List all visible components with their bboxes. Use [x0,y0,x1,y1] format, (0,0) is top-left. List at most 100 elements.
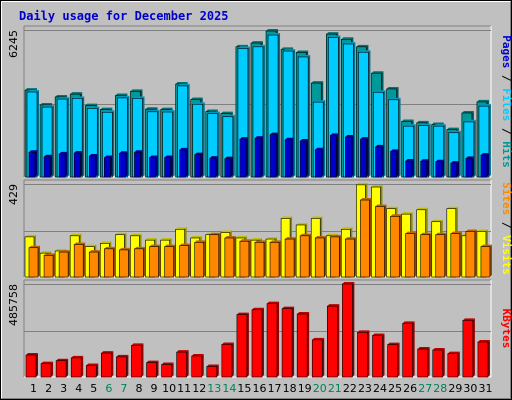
bar-pages-day-18-top [285,137,294,140]
bar-pages-day-21 [329,133,339,178]
bar-kbytes-day-17-top [267,301,280,304]
bar-files-day-22-top [343,42,356,45]
bar-sites-day-18-side [294,237,297,277]
bar-kbytes-day-23-face [357,332,368,378]
bar-pages-day-3 [58,151,68,178]
bar-pages-day-11-top [179,147,188,150]
bar-files-day-7 [117,95,130,178]
bar-pages-day-1-face [28,151,36,178]
bar-sites-day-23 [360,198,372,278]
bar-kbytes-day-21-top [327,304,340,307]
bar-sites-day-18 [284,237,297,278]
bar-kbytes-day-26 [402,321,415,378]
bar-pages-day-10 [164,155,173,178]
bar-sites-day-3-top [59,250,71,253]
bar-pages-day-11-face [179,149,186,178]
bar-visits-day-26-top [401,212,413,215]
panel-1: 6245 Pages / Files / Hits [7,25,512,178]
bar-pages-day-13-side [215,156,218,177]
bar-pages-day-27-face [420,160,427,178]
bar-pages-day-16-side [260,136,263,177]
x-tick-day-29: 29 [448,382,462,395]
bar-kbytes-day-25 [387,342,400,378]
bar-hits-day-11-top [175,82,188,85]
bar-hits-day-23-top [356,44,369,47]
chart-title: Daily usage for December 2025 [19,9,229,23]
bar-kbytes-day-29-face [447,353,459,378]
bar-sites-day-8 [134,246,146,278]
bar-files-day-1 [26,90,39,178]
bar-pages-day-28-side [441,159,444,177]
bar-kbytes-day-5 [85,363,99,378]
bar-hits-day-28-top [431,122,444,125]
bar-kbytes-day-3-top [56,358,69,361]
bar-kbytes-day-4 [70,355,84,378]
bar-sites-day-18-top [285,237,297,240]
bar-sites-day-10 [164,244,176,278]
bar-kbytes-day-19-face [296,313,308,378]
bar-pages-day-8-side [140,150,143,177]
bar-hits-day-3-top [55,94,68,97]
bar-kbytes-day-15-top [236,312,249,315]
bar-pages-day-4-side [80,150,83,177]
bar-pages-day-1-side [35,150,37,177]
bar-sites-day-9-top [149,244,161,247]
bar-kbytes-day-30 [462,318,475,378]
bar-pages-day-28-top [435,159,444,162]
bar-sites-day-9-face [149,246,159,278]
bar-visits-day-22-top [341,227,353,230]
bar-sites-day-13 [209,232,221,278]
bar-kbytes-day-10-face [161,364,172,378]
bar-pages-day-14-side [230,156,233,177]
bar-files-day-20-top [313,100,326,103]
bar-pages-day-12-top [194,152,203,155]
bar-pages-day-16-face [254,137,262,178]
panel-1-max-label: 6245 [7,30,20,58]
bar-visits-day-10-top [160,238,172,241]
bar-pages-day-30 [465,156,474,178]
bar-pages-day-28 [435,159,444,178]
bar-sites-day-1-top [29,245,40,248]
bar-kbytes-day-7-side [126,354,129,377]
bar-pages-day-23-top [360,137,369,140]
x-tick-day-1: 1 [30,382,37,395]
bar-kbytes-day-16 [251,307,264,378]
bar-files-day-29-side [458,130,461,177]
bar-pages-day-29 [450,161,459,178]
bar-hits-day-15-top [235,44,248,47]
bar-kbytes-day-12-face [191,355,203,378]
bar-files-day-16-side [262,44,265,178]
bar-sites-day-27-side [429,232,432,277]
bar-kbytes-day-8 [131,343,144,378]
bar-pages-day-13-top [209,156,218,159]
series-kbytes [25,282,490,378]
panel-3: 485758 KBytes [7,279,512,378]
bar-pages-day-15-top [239,137,248,140]
bar-kbytes-day-31 [477,339,490,378]
bar-sites-day-15-side [248,239,251,277]
bar-pages-day-20-side [321,147,324,177]
bar-visits-day-12-top [190,235,202,238]
bar-kbytes-day-2-top [41,361,54,364]
legend-visits: Visits [500,235,512,275]
bar-pages-day-14-face [224,158,232,178]
bar-pages-day-20-top [315,147,324,150]
bar-kbytes-day-20-face [311,339,323,378]
bar-sites-day-30-top [465,229,477,232]
bar-pages-day-25-side [396,149,399,177]
bar-files-day-1-side [37,90,39,177]
bar-kbytes-day-3-side [66,358,69,377]
bar-kbytes-day-25-face [387,344,398,378]
bar-kbytes-day-20-side [322,337,325,377]
bar-sites-day-15-face [239,240,250,278]
bar-sites-day-5-top [89,250,101,253]
bar-sites-day-7-top [119,247,131,250]
bar-kbytes-day-24-top [372,333,385,336]
bar-files-day-14-top [222,114,235,117]
chart-panels: 6245 Pages / Files / Hits 429 Sites / Visit… [7,25,512,378]
bar-files-day-13-side [217,111,220,177]
bar-pages-day-9-side [155,155,158,177]
x-tick-day-26: 26 [403,382,417,395]
bar-sites-day-31 [480,244,492,278]
